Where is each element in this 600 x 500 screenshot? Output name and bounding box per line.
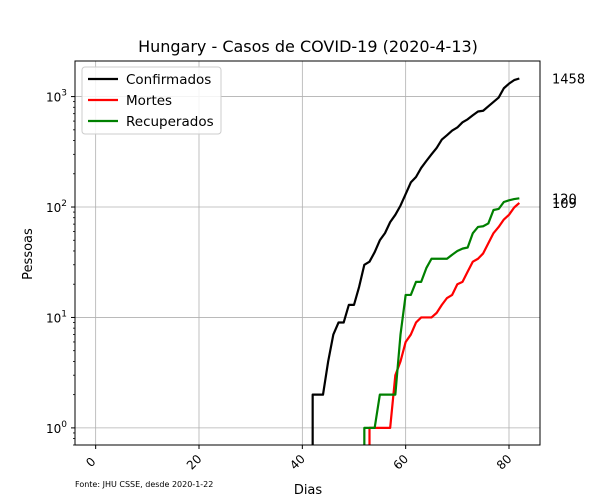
end-label-mortes: 109: [552, 197, 577, 212]
x-tick-label: 40: [287, 452, 308, 473]
x-axis-title: Dias: [294, 483, 323, 498]
plot-area: [74, 60, 541, 446]
x-tick-label: 60: [390, 452, 411, 473]
end-label-recuperados: 120: [552, 192, 577, 207]
x-tick-label: 80: [494, 452, 515, 473]
series-line-mortes: [368, 202, 521, 445]
source-note: Fonte: JHU CSSE, desde 2020-1-22: [75, 480, 213, 489]
legend-label-mortes: Mortes: [126, 93, 172, 109]
legend: Confirmados Mortes Recuperados: [81, 66, 222, 135]
y-axis-title: Pessoas: [21, 228, 36, 280]
series-line-confirmados: [311, 77, 520, 445]
x-tick-label: 0: [83, 455, 98, 470]
series-line-recuperados: [363, 197, 520, 445]
legend-label-recuperados: Recuperados: [126, 114, 214, 130]
x-tick-label: 20: [184, 452, 205, 473]
x-ticks: 0 20 40 60 80: [83, 445, 515, 473]
plot-series: [311, 77, 521, 445]
end-label-confirmados: 1458: [552, 72, 585, 87]
legend-box: [81, 66, 222, 135]
legend-label-confirmados: Confirmados: [126, 72, 211, 88]
y-tick-label: 101: [46, 309, 67, 325]
chart-title: Hungary - Casos de COVID-19 (2020-4-13): [138, 37, 478, 56]
y-ticks: 100 101 102 103: [46, 89, 75, 446]
y-tick-label: 103: [46, 89, 67, 105]
y-tick-label: 102: [46, 199, 67, 215]
y-tick-label: 100: [46, 420, 67, 436]
